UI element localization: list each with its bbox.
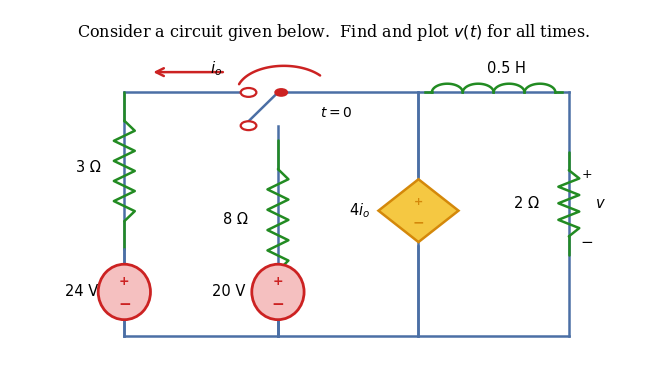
Circle shape bbox=[241, 88, 256, 97]
Polygon shape bbox=[378, 179, 458, 242]
Text: $4i_o$: $4i_o$ bbox=[349, 201, 370, 220]
Text: +: + bbox=[273, 275, 283, 288]
Text: 8 Ω: 8 Ω bbox=[223, 212, 248, 227]
Text: 20 V: 20 V bbox=[212, 285, 245, 299]
Circle shape bbox=[275, 89, 287, 96]
Text: 24 V: 24 V bbox=[65, 285, 99, 299]
Text: −: − bbox=[413, 216, 424, 230]
Text: $i_o$: $i_o$ bbox=[209, 59, 222, 78]
Text: −: − bbox=[118, 297, 131, 312]
Ellipse shape bbox=[98, 264, 151, 320]
Text: 3 Ω: 3 Ω bbox=[76, 160, 101, 175]
Text: 2 Ω: 2 Ω bbox=[514, 196, 539, 211]
Text: $t = 0$: $t = 0$ bbox=[320, 106, 353, 120]
Text: Consider a circuit given below.  Find and plot $v(t)$ for all times.: Consider a circuit given below. Find and… bbox=[77, 22, 590, 43]
Text: −: − bbox=[581, 234, 594, 250]
Text: +: + bbox=[414, 197, 423, 207]
Ellipse shape bbox=[252, 264, 304, 320]
Text: 0.5 H: 0.5 H bbox=[488, 61, 526, 76]
Text: +: + bbox=[119, 275, 129, 288]
Circle shape bbox=[241, 121, 256, 130]
Text: −: − bbox=[271, 297, 284, 312]
Text: $v$: $v$ bbox=[595, 196, 606, 211]
Text: +: + bbox=[582, 168, 592, 181]
